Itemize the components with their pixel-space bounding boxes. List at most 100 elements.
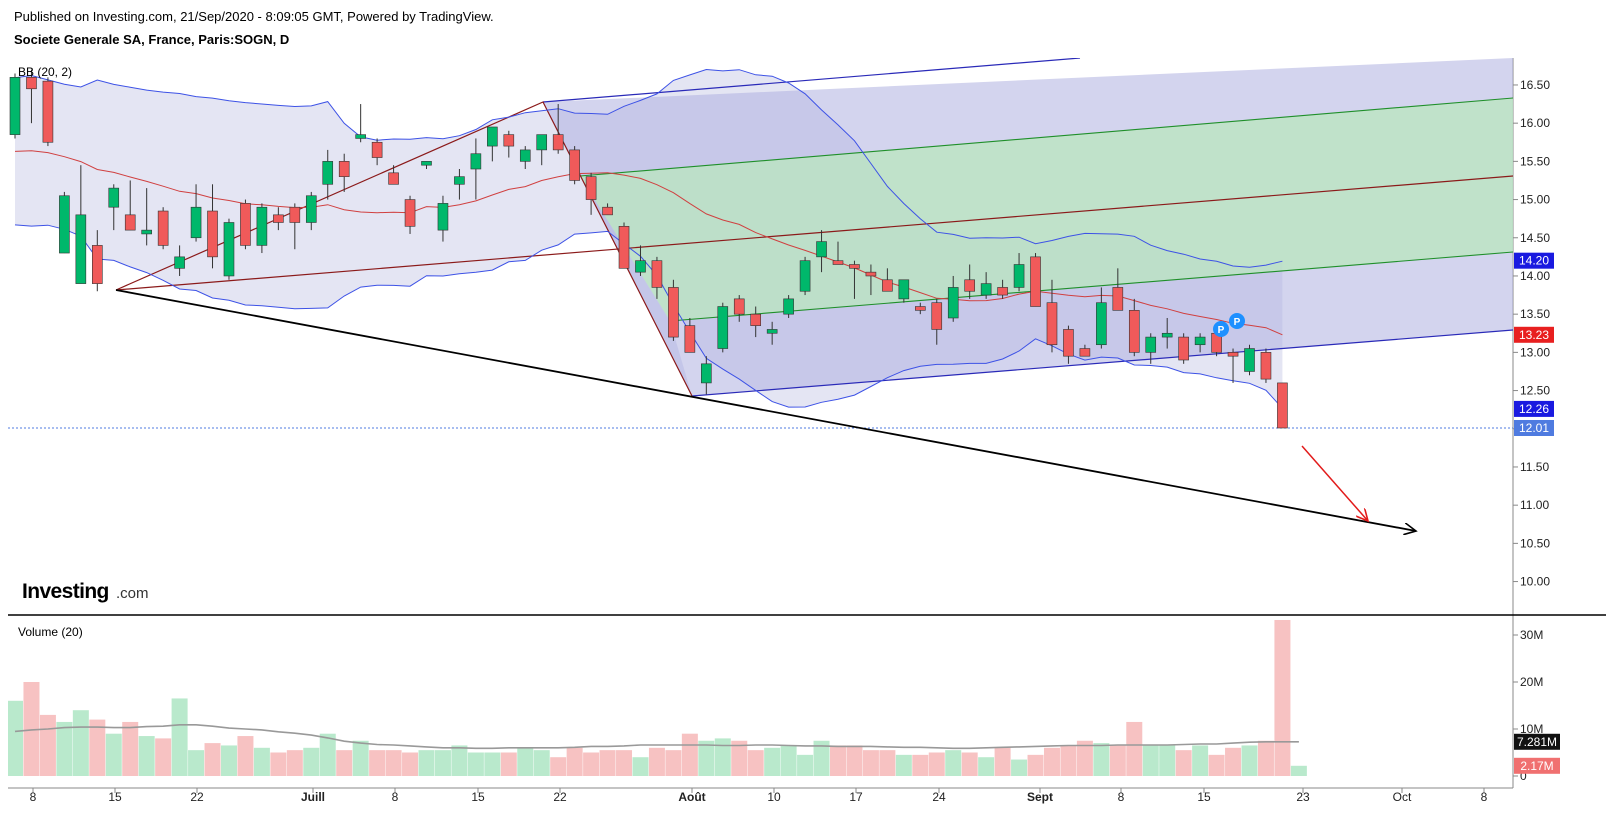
candle[interactable] bbox=[371, 138, 383, 166]
candle[interactable] bbox=[816, 230, 827, 273]
candle-body bbox=[552, 134, 564, 151]
candle[interactable] bbox=[766, 321, 778, 345]
candle-body bbox=[766, 329, 778, 334]
candle[interactable] bbox=[1277, 382, 1288, 429]
candle[interactable] bbox=[141, 188, 152, 246]
candle[interactable] bbox=[42, 77, 54, 147]
candle[interactable] bbox=[1013, 253, 1025, 292]
candle[interactable] bbox=[1079, 344, 1091, 357]
candle[interactable] bbox=[585, 172, 597, 215]
candle-body bbox=[1079, 348, 1091, 357]
candle-body bbox=[190, 206, 202, 239]
candle[interactable] bbox=[602, 203, 613, 216]
candle[interactable] bbox=[701, 356, 712, 395]
forecast-arrow[interactable] bbox=[1301, 445, 1368, 521]
price-badges: 14.20 13.23 12.26 12.01 bbox=[1514, 252, 1554, 436]
candle[interactable] bbox=[108, 184, 120, 231]
candle[interactable] bbox=[898, 279, 910, 303]
candle[interactable] bbox=[223, 218, 235, 280]
candle[interactable] bbox=[174, 245, 185, 276]
candle[interactable] bbox=[1260, 348, 1272, 383]
volume-bar bbox=[1043, 747, 1060, 776]
candle[interactable] bbox=[733, 295, 745, 322]
p-marker-icon[interactable]: P bbox=[1229, 313, 1245, 329]
candle[interactable] bbox=[1112, 268, 1124, 311]
candle[interactable] bbox=[388, 165, 399, 185]
trend-arrow[interactable] bbox=[115, 289, 1416, 531]
candle[interactable] bbox=[1244, 344, 1255, 376]
candle[interactable] bbox=[487, 126, 498, 162]
candle[interactable] bbox=[536, 134, 548, 166]
candle[interactable] bbox=[1128, 298, 1140, 357]
candle[interactable] bbox=[124, 180, 136, 231]
candle[interactable] bbox=[1178, 333, 1189, 364]
candle-body bbox=[92, 245, 103, 284]
candle[interactable] bbox=[1063, 325, 1074, 364]
candle[interactable] bbox=[1227, 348, 1239, 383]
volume-bar bbox=[747, 750, 764, 776]
volume-bar bbox=[665, 750, 682, 776]
candle[interactable] bbox=[684, 317, 696, 353]
candle[interactable] bbox=[519, 146, 531, 170]
candle-body bbox=[519, 149, 531, 162]
pitchfork-upper-green-line bbox=[579, 97, 1513, 177]
candle[interactable] bbox=[355, 104, 366, 143]
candle[interactable] bbox=[618, 222, 630, 269]
candle[interactable] bbox=[322, 149, 334, 200]
candle[interactable] bbox=[668, 279, 679, 341]
candle[interactable] bbox=[980, 272, 992, 299]
candle[interactable] bbox=[305, 191, 317, 231]
candle[interactable] bbox=[635, 245, 646, 276]
symbol-title: Societe Generale SA, France, Paris:SOGN,… bbox=[14, 32, 290, 47]
candle[interactable] bbox=[26, 69, 37, 124]
candle[interactable] bbox=[256, 203, 268, 254]
candle[interactable] bbox=[1194, 333, 1206, 353]
candle[interactable] bbox=[273, 207, 284, 231]
volume-bar bbox=[1225, 747, 1242, 776]
candle[interactable] bbox=[190, 184, 202, 242]
candle[interactable] bbox=[437, 195, 449, 242]
volume-bar bbox=[1159, 745, 1176, 776]
candle-body bbox=[651, 260, 663, 288]
candle[interactable] bbox=[849, 260, 860, 299]
candle[interactable] bbox=[997, 279, 1008, 299]
volume-bar bbox=[1208, 754, 1225, 776]
candle[interactable] bbox=[207, 184, 218, 269]
candle[interactable] bbox=[9, 73, 21, 139]
candle[interactable] bbox=[470, 138, 482, 200]
candle[interactable] bbox=[865, 264, 877, 296]
candle[interactable] bbox=[569, 146, 580, 185]
candle[interactable] bbox=[1096, 287, 1107, 349]
candle[interactable] bbox=[750, 306, 762, 338]
candle[interactable] bbox=[882, 268, 893, 292]
x-tick-label: 8 bbox=[30, 790, 37, 804]
candle[interactable] bbox=[1030, 253, 1041, 307]
candle[interactable] bbox=[75, 165, 87, 284]
candle[interactable] bbox=[338, 153, 350, 192]
candle[interactable] bbox=[92, 230, 103, 292]
candle[interactable] bbox=[240, 199, 251, 250]
candle[interactable] bbox=[832, 241, 844, 265]
candle[interactable] bbox=[947, 275, 959, 322]
candle[interactable] bbox=[454, 169, 465, 200]
candle[interactable] bbox=[914, 302, 926, 315]
candle[interactable] bbox=[931, 298, 943, 345]
bollinger-basis bbox=[14, 150, 1283, 336]
candle[interactable] bbox=[59, 191, 70, 254]
candle[interactable] bbox=[651, 256, 663, 299]
candle[interactable] bbox=[552, 104, 564, 154]
candle[interactable] bbox=[783, 295, 794, 318]
candle[interactable] bbox=[1161, 317, 1173, 349]
candle[interactable] bbox=[404, 195, 416, 234]
candle[interactable] bbox=[421, 161, 432, 170]
candle[interactable] bbox=[1046, 279, 1058, 353]
candle[interactable] bbox=[964, 264, 975, 299]
candle[interactable] bbox=[717, 302, 729, 353]
candle[interactable] bbox=[157, 207, 169, 250]
candle[interactable] bbox=[799, 256, 811, 296]
candle[interactable] bbox=[503, 130, 515, 158]
p-marker-icon[interactable]: P bbox=[1213, 321, 1229, 337]
candle[interactable] bbox=[289, 203, 301, 250]
candle[interactable] bbox=[1145, 333, 1157, 364]
